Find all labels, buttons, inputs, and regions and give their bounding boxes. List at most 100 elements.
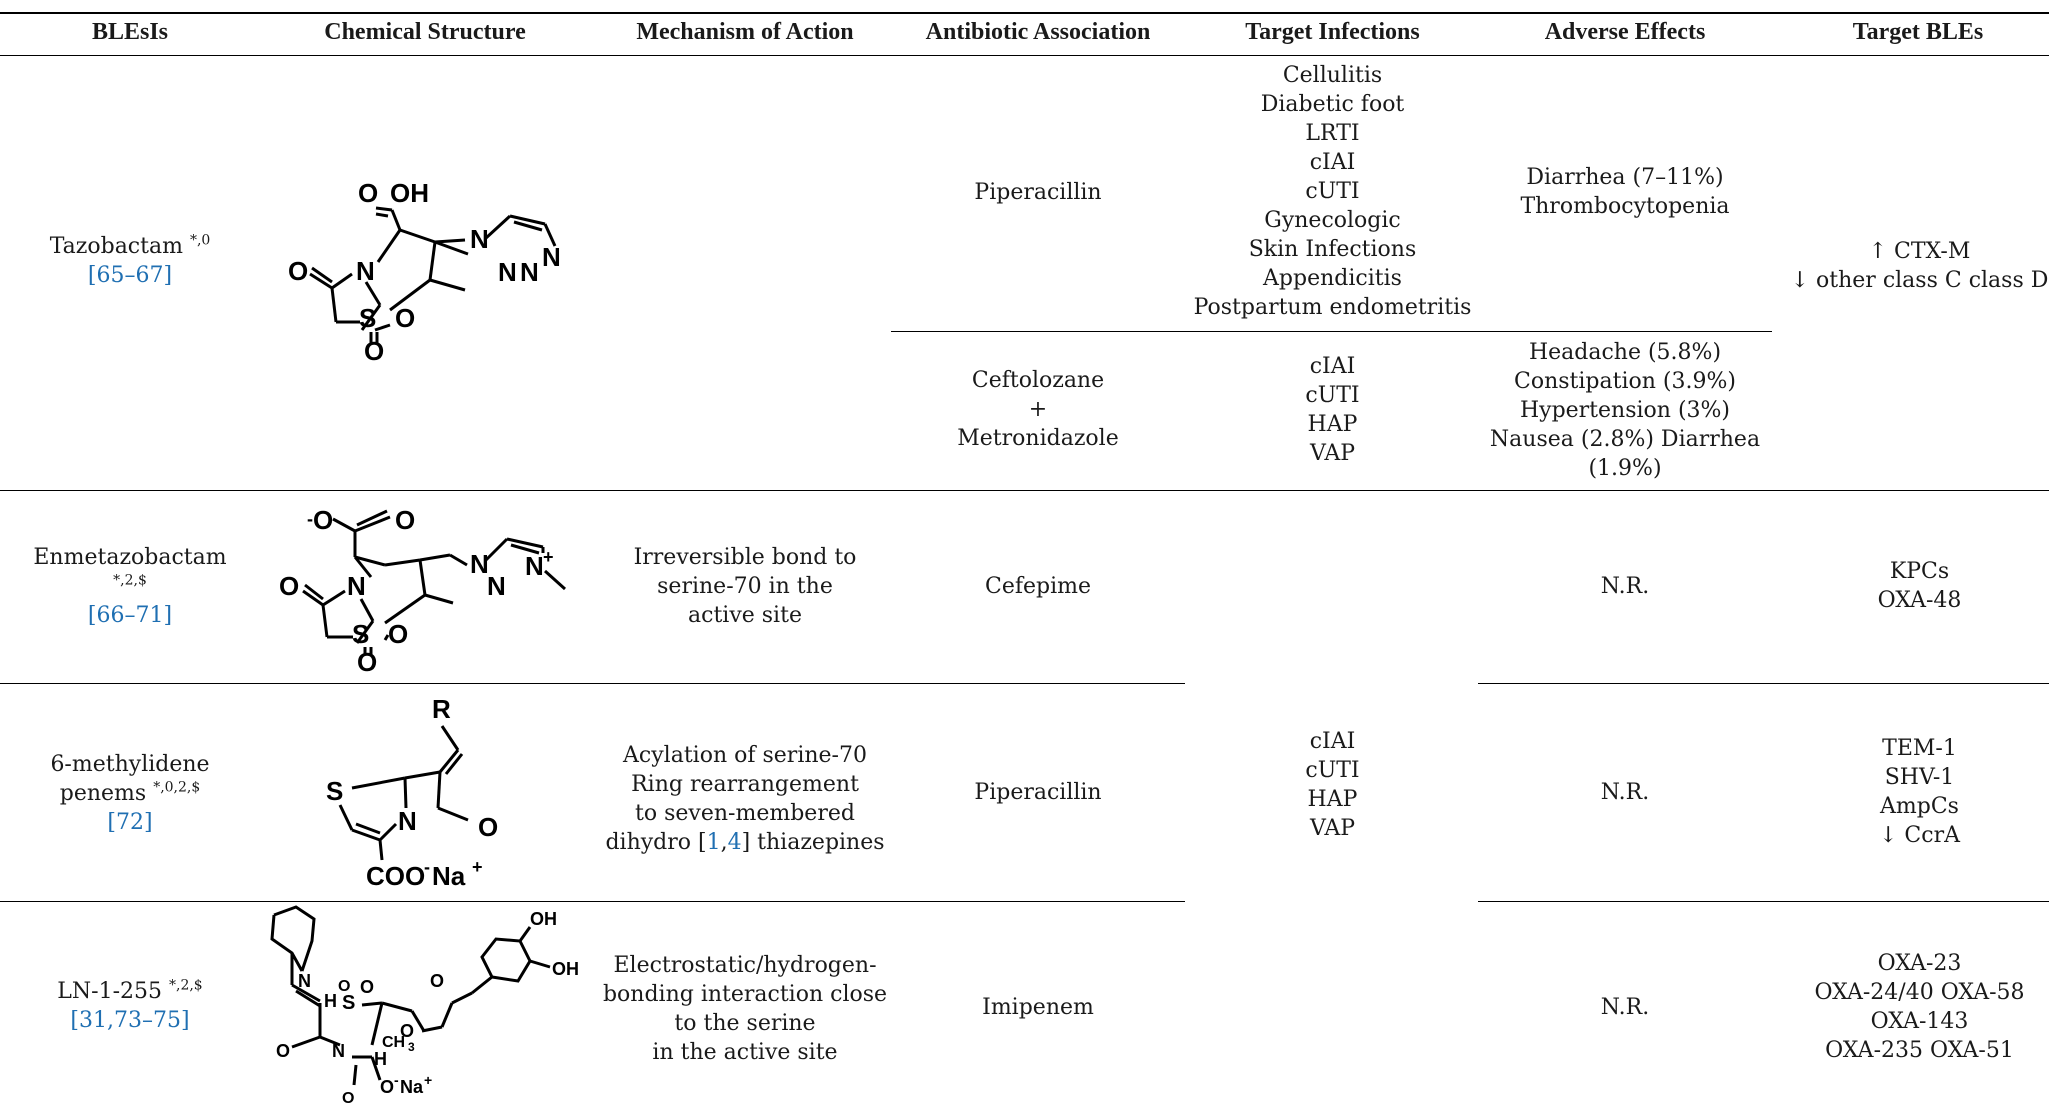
svg-text:O: O — [279, 571, 299, 601]
tazo-bond — [389, 278, 431, 312]
ln-bond — [410, 1010, 426, 1032]
penem-bond — [436, 771, 442, 809]
penem-bond — [351, 828, 381, 842]
tazo-bond — [360, 304, 382, 331]
tazo-bond — [330, 287, 338, 323]
svg-text:S: S — [352, 619, 369, 649]
tazo-bond — [434, 238, 466, 244]
tazo-bond — [429, 278, 466, 292]
enmeta-bond — [359, 598, 375, 622]
tazo-bond — [311, 266, 333, 284]
enmeta-bond — [354, 555, 386, 567]
enmeta-bond — [384, 593, 426, 625]
svg-text:N: N — [332, 1041, 345, 1061]
header-target-infections: Target Infections — [1245, 19, 1420, 45]
tazo-bond — [364, 281, 382, 306]
svg-text:Na: Na — [400, 1077, 424, 1097]
enmeta-bond — [424, 593, 454, 605]
penems-targets: TEM-1 SHV-1 AmpCs ↓ CcrA — [1879, 736, 1960, 848]
ln-1-255-adverse: N.R. — [1600, 995, 1650, 1020]
tazo-bond — [375, 212, 389, 218]
ln-1-255-assoc: Imipenem — [982, 995, 1094, 1020]
enmeta-bond — [510, 543, 540, 555]
ln-catechol-ring — [471, 937, 532, 995]
header-mechanism: Mechanism of Action — [636, 19, 854, 45]
tazobactam-split-rule — [891, 331, 1772, 332]
ln-bond — [421, 1025, 443, 1033]
enmeta-bond — [354, 515, 391, 533]
svg-text:O: O — [338, 978, 350, 995]
penem-bond — [444, 753, 464, 775]
tazo-bond — [374, 323, 391, 332]
ln-bond — [518, 926, 532, 942]
tazo-bond — [390, 209, 402, 231]
tazo-bond — [484, 214, 512, 240]
svg-text:Na: Na — [432, 861, 466, 891]
ln-bond — [529, 959, 551, 969]
svg-text:O: O — [430, 971, 444, 991]
tazo-bond — [509, 214, 546, 226]
ln-bond — [291, 1035, 321, 1049]
bleis-name-penems: 6-methylidene penems *,0,2,$ [72] — [50, 752, 210, 835]
svg-text:OH: OH — [530, 909, 557, 929]
ln-bond — [451, 991, 473, 1005]
tazobactam-assoc-2: Ceftolozane + Metronidazole — [957, 368, 1119, 451]
svg-text:COO: COO — [366, 861, 425, 891]
penem-structure: R S N O COO - Na + — [326, 694, 498, 891]
enmeta-bond — [355, 620, 375, 644]
enmeta-bond — [483, 537, 509, 563]
row-rule-2a — [0, 683, 1185, 684]
penem-bond — [437, 806, 469, 822]
header-rule — [0, 55, 2049, 56]
ln-bond — [295, 989, 321, 1008]
svg-text:S: S — [342, 992, 355, 1014]
ln-bond — [381, 1001, 413, 1013]
svg-text:O: O — [357, 647, 377, 677]
penems-mechanism: Acylation of serine-70 Ring rearrangemen… — [605, 743, 885, 855]
enmeta-bond — [383, 634, 390, 641]
svg-text:-: - — [394, 1072, 399, 1088]
svg-text:-: - — [307, 509, 313, 529]
svg-text:H: H — [324, 991, 337, 1011]
enmeta-bond — [506, 537, 544, 549]
svg-text:OH: OH — [390, 178, 429, 208]
svg-text:H: H — [374, 1049, 387, 1069]
svg-text:N: N — [470, 549, 489, 579]
ln-1-255-structure: N O H S O O O OH OH N H CH 3 O O - Na + … — [270, 905, 579, 1107]
bleis-name-ln-1-255: LN-1-255 *,2,$ [31,73–75] — [57, 977, 203, 1033]
svg-text:N: N — [487, 571, 506, 601]
svg-text:O: O — [395, 505, 415, 535]
svg-text:N: N — [470, 224, 489, 254]
enmetazobactam-targets: KPCs OXA-48 — [1877, 559, 1962, 613]
enmeta-bond — [384, 558, 421, 567]
svg-text:O: O — [313, 505, 333, 535]
enmeta-bond — [353, 556, 373, 578]
row-rule-3a — [0, 901, 1185, 902]
penem-bond — [355, 822, 381, 835]
table-top-rule — [0, 12, 2049, 14]
svg-text:N: N — [298, 971, 311, 991]
tazobactam-structure: O OH N N N N O N S O O — [288, 178, 561, 366]
tazo-bond — [428, 241, 437, 281]
svg-text:+: + — [424, 1072, 432, 1088]
tazobactam-adverse-2: Headache (5.8%) Constipation (3.9%) Hype… — [1489, 340, 1761, 481]
enmetazobactam-adverse: N.R. — [1600, 574, 1650, 599]
enmeta-bond — [304, 583, 324, 601]
tazobactam-assoc-piperacillin: Piperacillin — [974, 180, 1102, 205]
svg-text:O: O — [388, 619, 408, 649]
svg-text:O: O — [400, 1021, 414, 1041]
ln-pyridine-ring — [270, 905, 316, 972]
svg-text:O: O — [395, 303, 415, 333]
svg-text:O: O — [276, 1041, 290, 1061]
tazo-bond — [309, 272, 333, 290]
penems-adverse: N.R. — [1600, 780, 1650, 805]
penem-bond — [403, 777, 408, 809]
header-target-bles: Target BLEs — [1852, 19, 1984, 45]
enmeta-bond — [321, 604, 329, 638]
header-adverse-effects: Adverse Effects — [1544, 19, 1706, 45]
svg-text:O: O — [478, 812, 498, 842]
svg-text:R: R — [432, 694, 451, 724]
tazo-bond — [331, 272, 353, 290]
tazobactam-infections-1: Cellulitis Diabetic foot LRTI cIAI cUTI … — [1193, 63, 1472, 320]
shared-infections: cIAI cUTI HAP VAP — [1305, 729, 1360, 841]
